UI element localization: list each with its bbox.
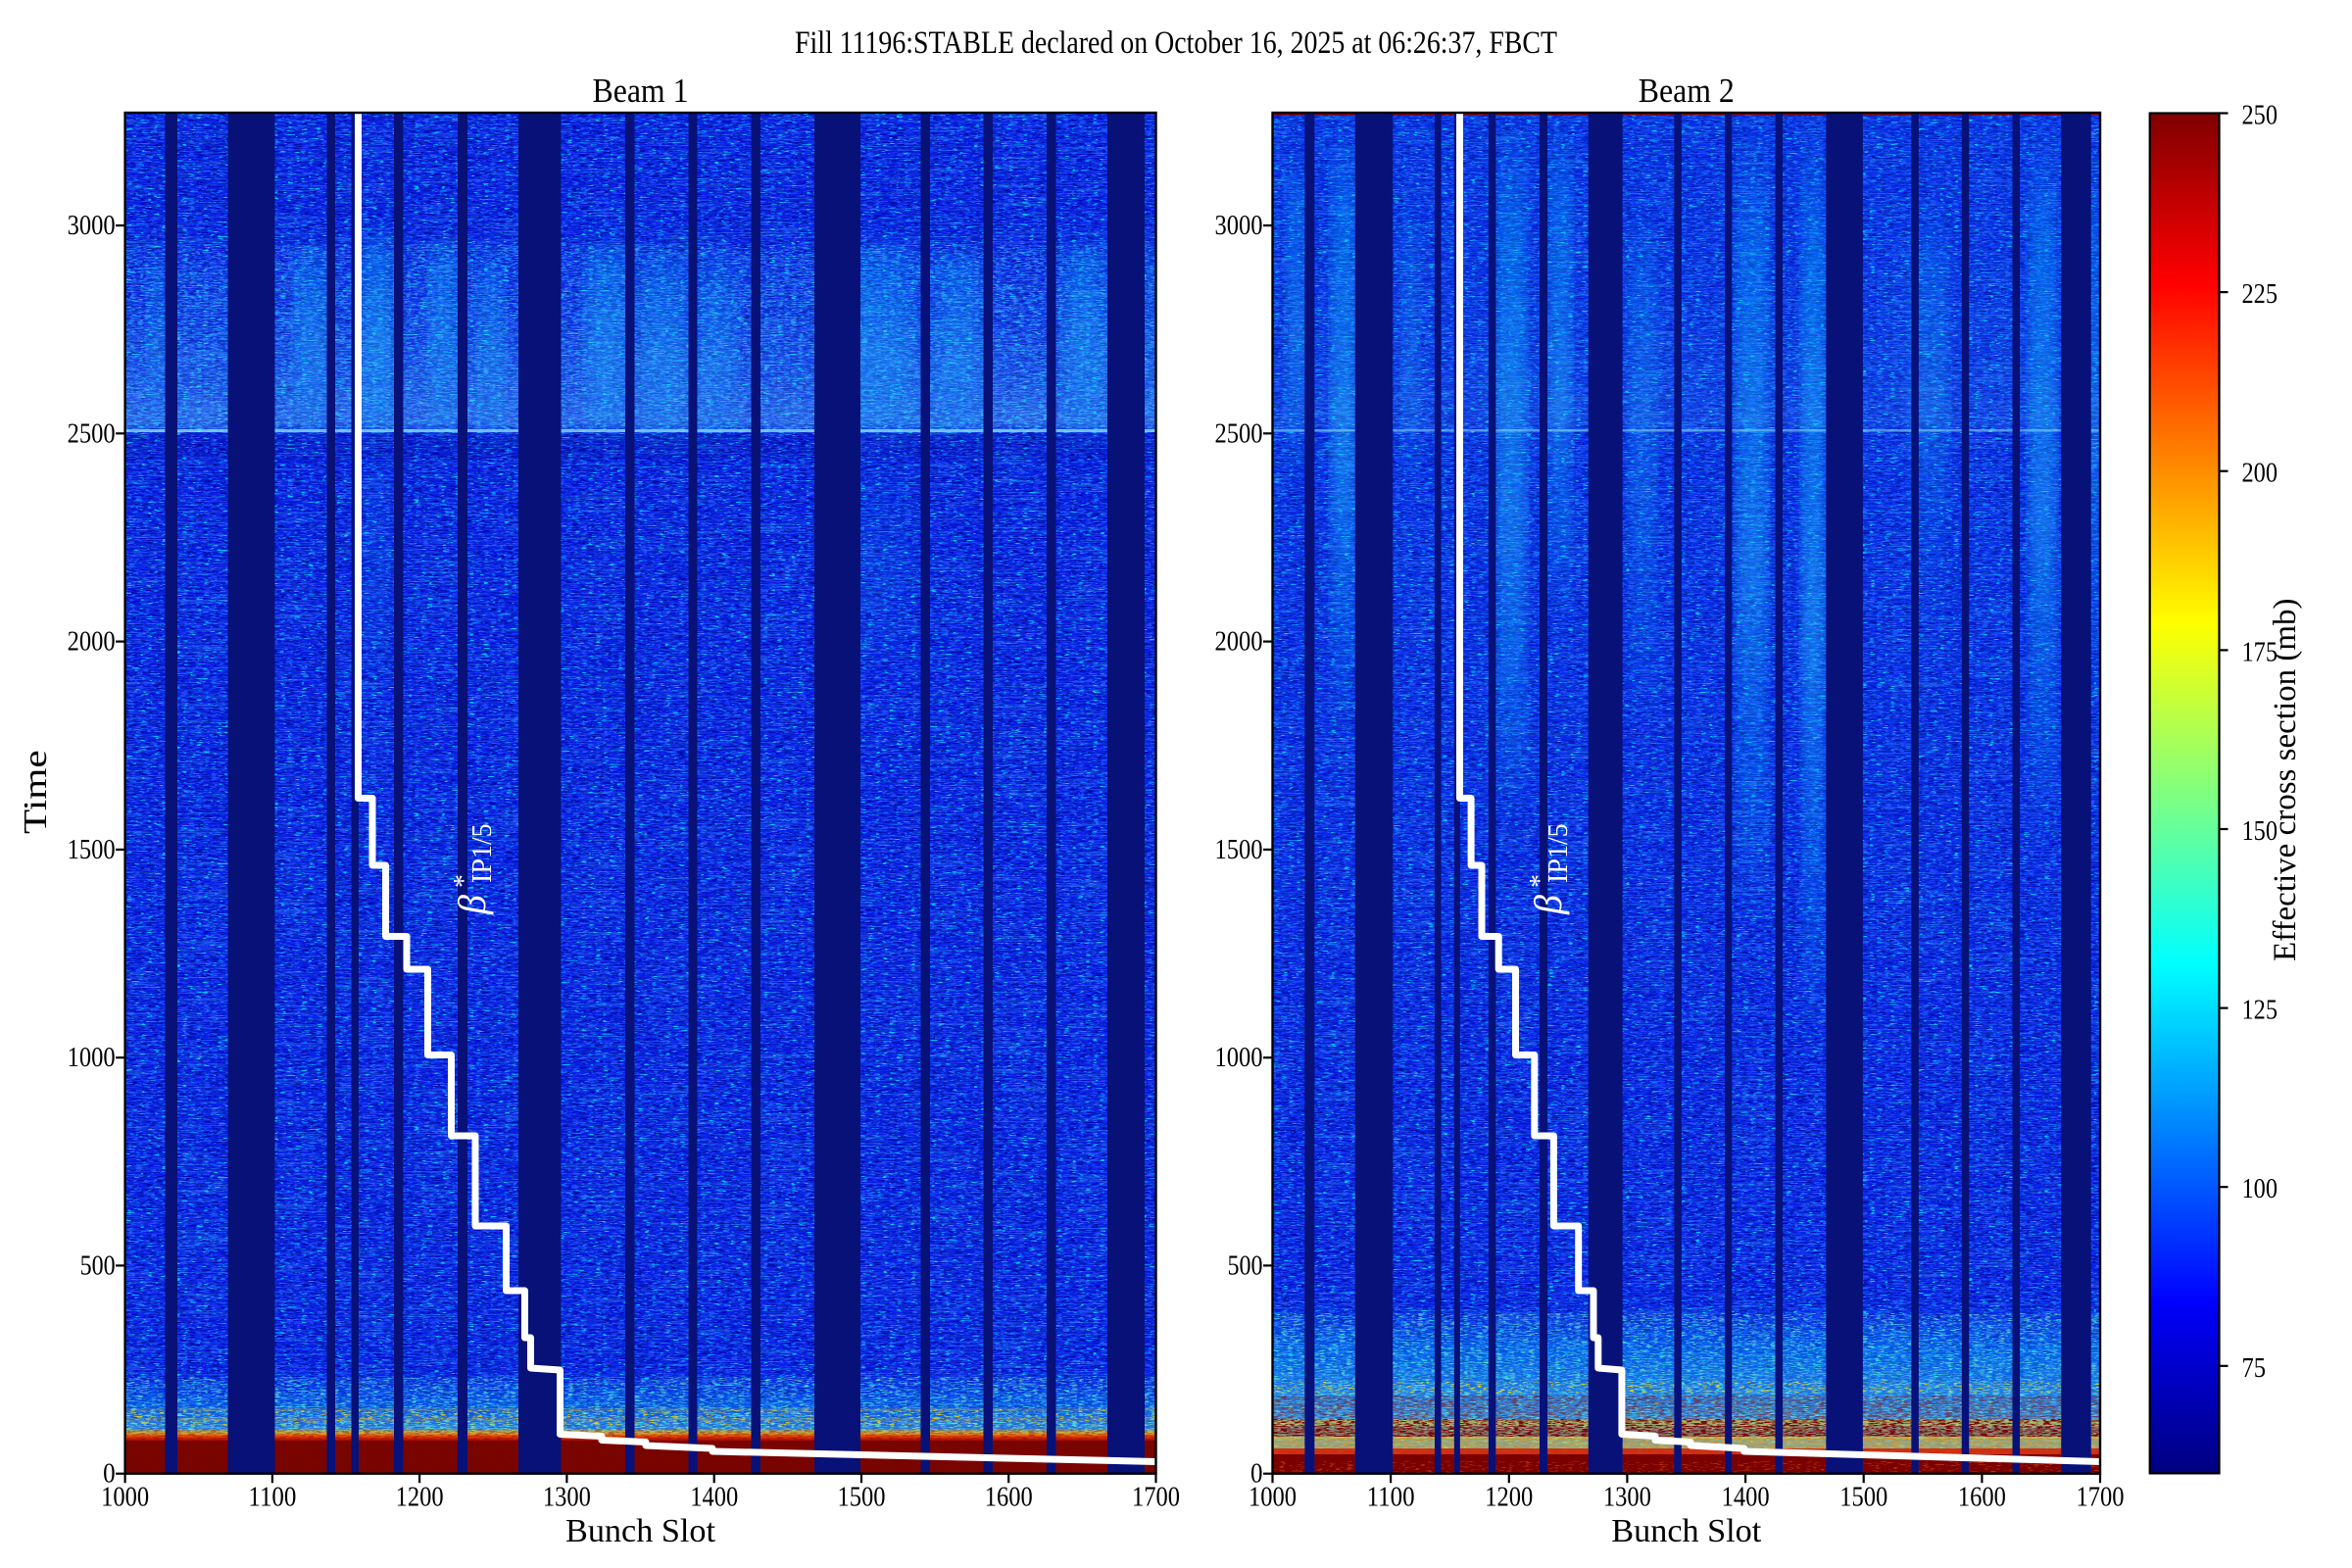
svg-text:1700: 1700 xyxy=(1132,1482,1180,1513)
svg-text:2500: 2500 xyxy=(1215,417,1263,449)
svg-text:100: 100 xyxy=(2242,1173,2278,1204)
svg-text:β: β xyxy=(450,895,494,915)
svg-text:1000: 1000 xyxy=(68,1042,116,1073)
svg-text:Effective cross section (mb): Effective cross section (mb) xyxy=(2268,598,2303,961)
svg-text:2000: 2000 xyxy=(68,626,116,658)
svg-text:1000: 1000 xyxy=(1249,1482,1297,1513)
svg-text:0: 0 xyxy=(1250,1458,1263,1490)
svg-text:1500: 1500 xyxy=(1839,1482,1887,1513)
svg-text:β: β xyxy=(1526,895,1570,915)
svg-text:1200: 1200 xyxy=(396,1482,444,1513)
svg-text:Fill 11196:STABLE declared on: Fill 11196:STABLE declared on October 16… xyxy=(795,25,1557,61)
svg-text:1500: 1500 xyxy=(1215,834,1263,865)
svg-text:250: 250 xyxy=(2242,100,2278,131)
svg-text:2500: 2500 xyxy=(68,417,116,449)
svg-text:500: 500 xyxy=(1228,1250,1263,1281)
svg-text:1100: 1100 xyxy=(1367,1482,1415,1513)
svg-text:1400: 1400 xyxy=(690,1482,738,1513)
svg-text:1600: 1600 xyxy=(1958,1482,2006,1513)
svg-text:Beam 2: Beam 2 xyxy=(1639,72,1735,110)
svg-text:3000: 3000 xyxy=(1215,210,1263,241)
svg-text:75: 75 xyxy=(2242,1352,2267,1384)
svg-text:0: 0 xyxy=(103,1458,116,1490)
svg-text:1700: 1700 xyxy=(2077,1482,2125,1513)
svg-text:3000: 3000 xyxy=(68,210,116,241)
svg-text:1100: 1100 xyxy=(248,1482,296,1513)
svg-text:500: 500 xyxy=(80,1250,116,1281)
svg-text:Time: Time xyxy=(17,750,54,834)
svg-text:1200: 1200 xyxy=(1485,1482,1533,1513)
svg-text:Beam 1: Beam 1 xyxy=(593,72,689,110)
svg-text:175: 175 xyxy=(2242,636,2278,667)
svg-text:*: * xyxy=(449,874,479,888)
svg-text:1000: 1000 xyxy=(1215,1042,1263,1073)
svg-text:1000: 1000 xyxy=(101,1482,149,1513)
svg-text:2000: 2000 xyxy=(1215,626,1263,658)
svg-text:1500: 1500 xyxy=(68,834,116,865)
svg-text:1400: 1400 xyxy=(1722,1482,1770,1513)
svg-text:200: 200 xyxy=(2242,458,2278,489)
svg-text:225: 225 xyxy=(2242,278,2278,310)
svg-text:1500: 1500 xyxy=(838,1482,886,1513)
svg-text:150: 150 xyxy=(2242,815,2278,847)
svg-text:125: 125 xyxy=(2242,995,2278,1026)
svg-text:1600: 1600 xyxy=(985,1482,1033,1513)
svg-text:Bunch Slot: Bunch Slot xyxy=(1611,1513,1762,1549)
svg-text:IP1/5: IP1/5 xyxy=(1544,823,1574,883)
svg-text:1300: 1300 xyxy=(543,1482,591,1513)
svg-text:IP1/5: IP1/5 xyxy=(467,823,498,883)
svg-text:Bunch Slot: Bunch Slot xyxy=(565,1513,716,1549)
svg-text:*: * xyxy=(1525,874,1555,888)
svg-text:1300: 1300 xyxy=(1603,1482,1651,1513)
